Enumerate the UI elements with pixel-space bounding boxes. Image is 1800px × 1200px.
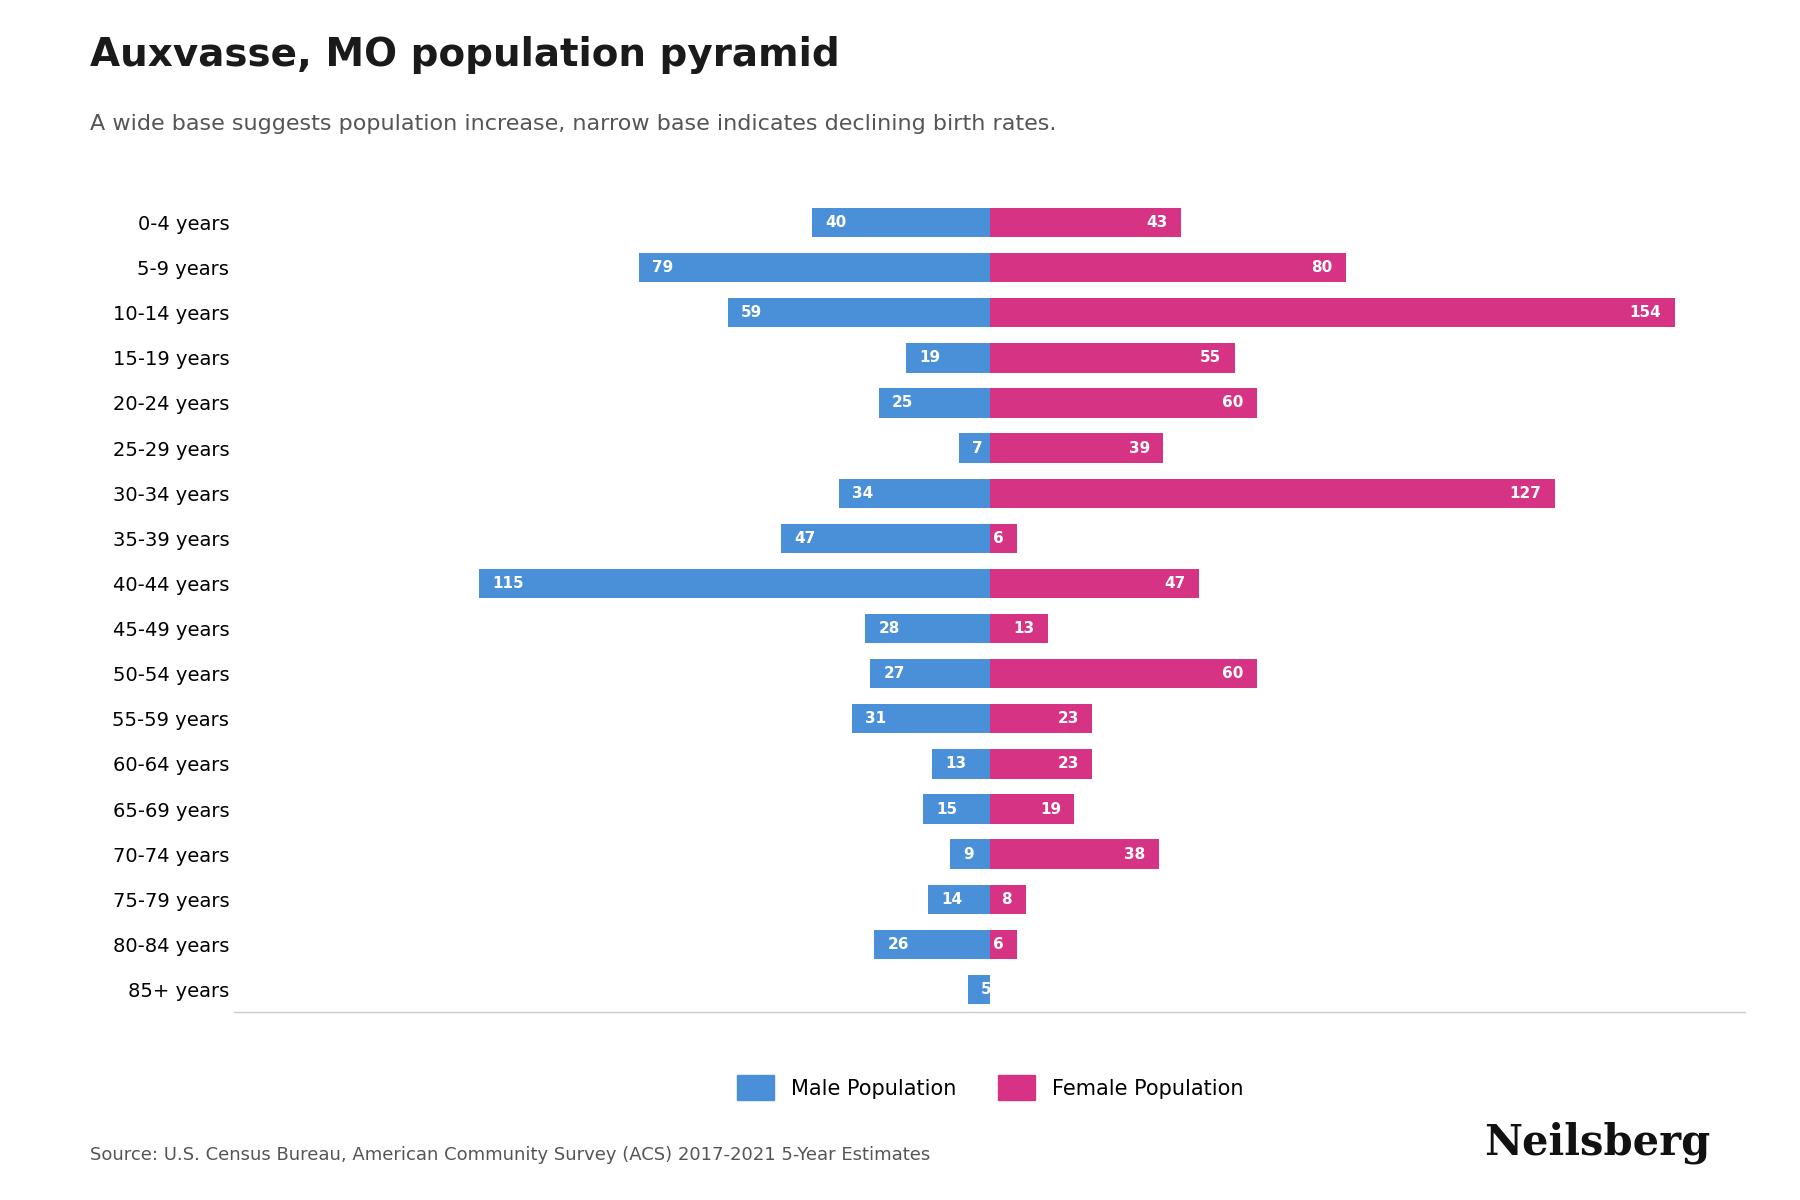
Bar [990, 253, 1346, 282]
Bar [990, 704, 1093, 733]
Text: 127: 127 [1510, 486, 1541, 500]
Bar [869, 659, 990, 689]
Bar [990, 343, 1235, 372]
Text: 23: 23 [1058, 712, 1078, 726]
Text: A wide base suggests population increase, narrow base indicates declining birth : A wide base suggests population increase… [90, 114, 1057, 134]
Text: 27: 27 [884, 666, 905, 682]
Text: 59: 59 [742, 305, 761, 320]
Bar [990, 389, 1256, 418]
Bar [812, 208, 990, 238]
Bar [950, 840, 990, 869]
Bar [932, 749, 990, 779]
Text: Neilsberg: Neilsberg [1483, 1122, 1710, 1164]
Text: 8: 8 [1001, 892, 1012, 907]
Text: 6: 6 [992, 530, 1003, 546]
Bar [990, 749, 1093, 779]
Text: 55: 55 [1201, 350, 1220, 365]
Text: 40: 40 [826, 215, 846, 230]
Bar [878, 389, 990, 418]
Bar [839, 479, 990, 508]
Bar [990, 659, 1256, 689]
Text: 47: 47 [794, 530, 815, 546]
Legend: Male Population, Female Population: Male Population, Female Population [716, 1054, 1264, 1121]
Bar [990, 523, 1017, 553]
Text: 60: 60 [1222, 666, 1244, 682]
Bar [968, 974, 990, 1004]
Text: 23: 23 [1058, 756, 1078, 772]
Bar [990, 569, 1199, 598]
Text: 15: 15 [936, 802, 958, 816]
Text: 154: 154 [1629, 305, 1661, 320]
Text: 19: 19 [1040, 802, 1062, 816]
Bar [875, 930, 990, 959]
Bar [990, 479, 1555, 508]
Text: 26: 26 [887, 937, 909, 952]
Bar [923, 794, 990, 823]
Text: 13: 13 [1013, 622, 1035, 636]
Text: Source: U.S. Census Bureau, American Community Survey (ACS) 2017-2021 5-Year Est: Source: U.S. Census Bureau, American Com… [90, 1146, 931, 1164]
Text: 43: 43 [1147, 215, 1168, 230]
Bar [927, 884, 990, 914]
Text: 38: 38 [1125, 847, 1145, 862]
Bar [639, 253, 990, 282]
Text: 28: 28 [878, 622, 900, 636]
Text: 14: 14 [941, 892, 963, 907]
Bar [990, 614, 1048, 643]
Bar [990, 794, 1075, 823]
Bar [727, 298, 990, 328]
Bar [866, 614, 990, 643]
Text: 34: 34 [851, 486, 873, 500]
Bar [990, 208, 1181, 238]
Text: Auxvasse, MO population pyramid: Auxvasse, MO population pyramid [90, 36, 841, 74]
Text: 19: 19 [918, 350, 940, 365]
Text: 115: 115 [491, 576, 524, 590]
Bar [851, 704, 990, 733]
Text: 39: 39 [1129, 440, 1150, 456]
Bar [990, 840, 1159, 869]
Text: 80: 80 [1310, 260, 1332, 275]
Bar [990, 298, 1674, 328]
Text: 5: 5 [981, 982, 992, 997]
Text: 47: 47 [1165, 576, 1186, 590]
Bar [905, 343, 990, 372]
Text: 9: 9 [963, 847, 974, 862]
Text: 79: 79 [652, 260, 673, 275]
Bar [990, 930, 1017, 959]
Text: 6: 6 [992, 937, 1003, 952]
Bar [479, 569, 990, 598]
Text: 7: 7 [972, 440, 983, 456]
Text: 60: 60 [1222, 396, 1244, 410]
Text: 31: 31 [866, 712, 887, 726]
Text: 13: 13 [945, 756, 967, 772]
Bar [990, 884, 1026, 914]
Bar [781, 523, 990, 553]
Bar [959, 433, 990, 463]
Bar [990, 433, 1163, 463]
Text: 25: 25 [893, 396, 914, 410]
